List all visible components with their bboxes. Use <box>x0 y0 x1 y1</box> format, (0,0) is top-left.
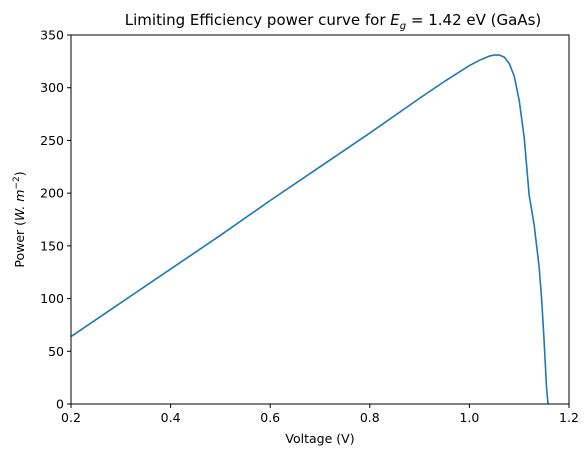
x-axis-label: Voltage (V) <box>285 431 354 446</box>
y-tick-label: 300 <box>40 80 64 95</box>
x-tick-label: 1.2 <box>559 410 579 425</box>
x-tick-label: 0.8 <box>360 410 380 425</box>
y-tick-label: 250 <box>40 133 64 148</box>
x-tick-label: 1.0 <box>459 410 479 425</box>
y-tick-label: 150 <box>40 238 64 253</box>
y-axis-ticks: 0 50 100 150 200 250 300 350 <box>40 28 71 412</box>
power-curve-line <box>70 54 549 405</box>
y-tick-label: 200 <box>40 186 64 201</box>
x-tick-label: 0.6 <box>260 410 280 425</box>
y-tick-label: 0 <box>56 397 64 412</box>
plot-frame <box>70 34 570 405</box>
chart-title: Limiting Efficiency power curve for Eg =… <box>125 11 541 32</box>
x-tick-label: 0.2 <box>61 410 81 425</box>
x-axis-ticks: 0.2 0.4 0.6 0.8 1.0 1.2 <box>61 404 579 425</box>
y-axis-label: Power (W. m−2) <box>12 171 27 267</box>
y-tick-label: 50 <box>48 344 64 359</box>
y-tick-label: 100 <box>40 291 64 306</box>
plot-area <box>70 54 549 405</box>
y-tick-label: 350 <box>40 28 64 43</box>
x-tick-label: 0.4 <box>161 410 181 425</box>
